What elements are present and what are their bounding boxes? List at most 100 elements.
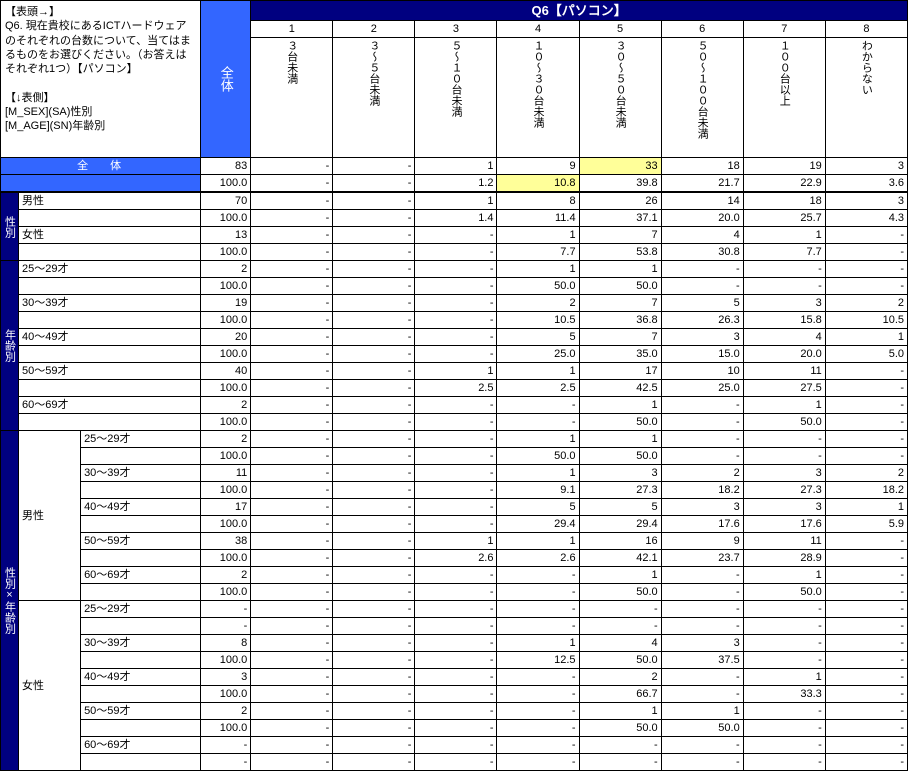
data-cell: - xyxy=(415,482,497,499)
data-cell: 21.7 xyxy=(661,175,743,193)
data-cell: 38 xyxy=(201,533,251,550)
data-cell: 100.0 xyxy=(201,346,251,363)
data-cell: 3.6 xyxy=(825,175,907,193)
data-cell: 100.0 xyxy=(201,175,251,193)
data-cell: 35.0 xyxy=(579,346,661,363)
data-cell: 1 xyxy=(579,703,661,720)
data-cell: 8 xyxy=(201,635,251,652)
data-cell: 25.0 xyxy=(661,380,743,397)
age-label: 30～39才 xyxy=(81,465,201,482)
data-cell: 1 xyxy=(579,261,661,278)
data-cell: 3 xyxy=(661,329,743,346)
data-cell: 1 xyxy=(743,669,825,686)
data-cell: 83 xyxy=(201,158,251,175)
data-cell: 50.0 xyxy=(497,278,579,295)
data-cell: 53.8 xyxy=(579,244,661,261)
data-cell: 11 xyxy=(201,465,251,482)
data-cell: - xyxy=(415,346,497,363)
data-cell: - xyxy=(825,652,907,669)
data-cell: - xyxy=(825,686,907,703)
data-cell: 5 xyxy=(579,499,661,516)
data-cell: - xyxy=(661,414,743,431)
col-num: 1 xyxy=(251,21,333,38)
data-cell: - xyxy=(333,482,415,499)
data-cell: - xyxy=(415,244,497,261)
data-cell: - xyxy=(251,618,333,635)
data-cell: - xyxy=(333,533,415,550)
data-cell: - xyxy=(825,278,907,295)
grp-label: 男性 xyxy=(19,192,201,210)
data-cell: 100.0 xyxy=(201,550,251,567)
data-cell: - xyxy=(251,499,333,516)
data-cell: - xyxy=(415,669,497,686)
data-cell: - xyxy=(743,618,825,635)
data-cell: - xyxy=(333,703,415,720)
data-cell: 2 xyxy=(825,465,907,482)
data-cell: - xyxy=(497,686,579,703)
data-cell: - xyxy=(201,737,251,754)
data-cell: - xyxy=(661,567,743,584)
data-cell: 50.0 xyxy=(579,584,661,601)
data-cell: - xyxy=(251,295,333,312)
data-cell: - xyxy=(333,448,415,465)
data-cell: 100.0 xyxy=(201,448,251,465)
data-cell: 18.2 xyxy=(825,482,907,499)
data-cell: 2.6 xyxy=(497,550,579,567)
data-cell: - xyxy=(661,601,743,618)
data-cell: 50.0 xyxy=(743,584,825,601)
data-cell: 2.5 xyxy=(415,380,497,397)
data-cell: - xyxy=(201,618,251,635)
data-cell: - xyxy=(333,397,415,414)
data-cell: - xyxy=(251,669,333,686)
data-cell: - xyxy=(661,584,743,601)
data-cell: - xyxy=(251,278,333,295)
data-cell: - xyxy=(825,669,907,686)
zentai-header: 全体 xyxy=(201,1,251,158)
data-cell: 1.4 xyxy=(415,210,497,227)
data-cell: - xyxy=(661,754,743,771)
data-cell: - xyxy=(333,312,415,329)
crosstab-table: 【表頭→】Q6. 現在貴校にあるICTハードウェアのそれぞれの台数について、当て… xyxy=(0,0,908,771)
data-cell: - xyxy=(497,567,579,584)
data-cell: - xyxy=(333,686,415,703)
data-cell: 50.0 xyxy=(579,448,661,465)
data-cell: 3 xyxy=(661,499,743,516)
data-cell: 27.3 xyxy=(743,482,825,499)
data-cell: - xyxy=(497,414,579,431)
data-cell: 50.0 xyxy=(579,720,661,737)
data-cell: 17 xyxy=(201,499,251,516)
data-cell: 3 xyxy=(743,465,825,482)
data-cell: - xyxy=(415,465,497,482)
data-cell: 100.0 xyxy=(201,720,251,737)
data-cell: 18 xyxy=(743,192,825,210)
data-cell: - xyxy=(579,737,661,754)
data-cell: 28.9 xyxy=(743,550,825,567)
data-cell: - xyxy=(333,244,415,261)
data-cell: - xyxy=(743,737,825,754)
data-cell: - xyxy=(825,227,907,244)
data-cell: - xyxy=(825,754,907,771)
data-cell: - xyxy=(661,669,743,686)
data-cell: 10.5 xyxy=(497,312,579,329)
age-label: 30～39才 xyxy=(81,635,201,652)
data-cell: 2 xyxy=(579,669,661,686)
data-cell: 70 xyxy=(201,192,251,210)
data-cell: - xyxy=(743,431,825,448)
data-cell: 37.1 xyxy=(579,210,661,227)
data-cell: 11 xyxy=(743,363,825,380)
data-cell: 1 xyxy=(415,363,497,380)
total-label: 全体 xyxy=(1,158,201,175)
data-cell: - xyxy=(497,601,579,618)
data-cell: 100.0 xyxy=(201,312,251,329)
data-cell: - xyxy=(415,601,497,618)
data-cell: 36.8 xyxy=(579,312,661,329)
data-cell: - xyxy=(415,295,497,312)
data-cell: 25.0 xyxy=(497,346,579,363)
data-cell: - xyxy=(825,737,907,754)
data-cell: - xyxy=(661,737,743,754)
col-num: 8 xyxy=(825,21,907,38)
data-cell: - xyxy=(251,720,333,737)
data-cell: 9 xyxy=(661,533,743,550)
data-cell: - xyxy=(743,448,825,465)
data-cell: - xyxy=(251,584,333,601)
